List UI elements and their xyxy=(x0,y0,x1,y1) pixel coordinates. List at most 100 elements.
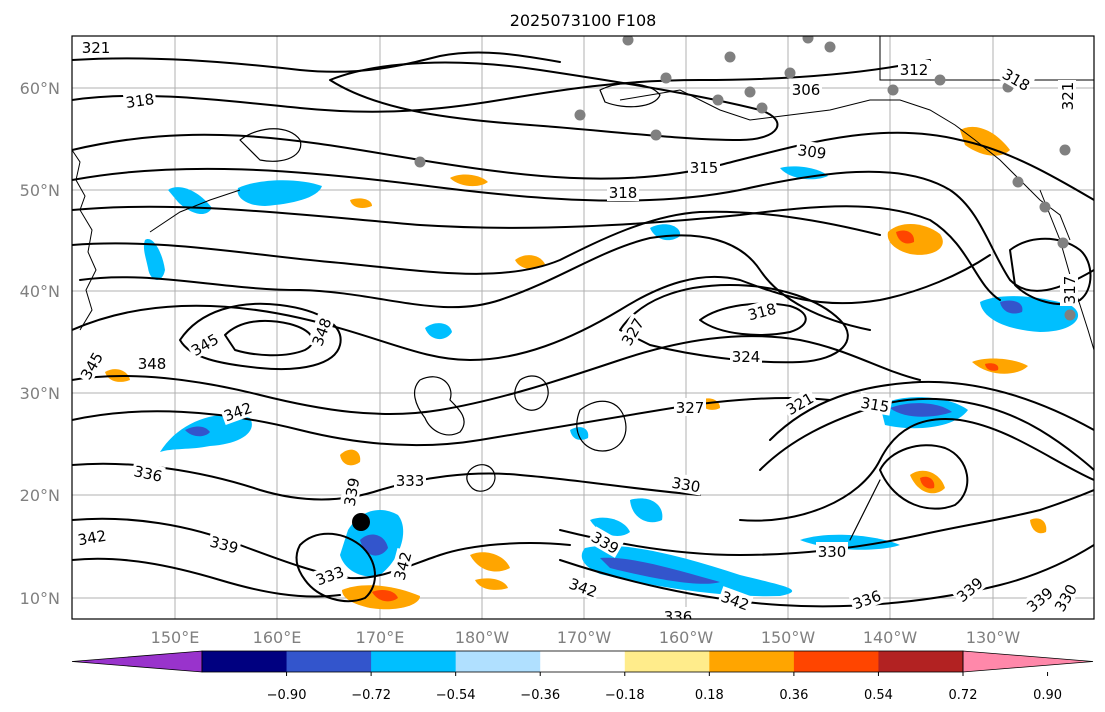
contour-label-text: 330 xyxy=(670,474,701,497)
contour-label-background xyxy=(795,139,830,163)
contour-line xyxy=(576,400,627,452)
shaded-patch xyxy=(630,498,663,523)
contour-label: 312 xyxy=(898,60,930,79)
lat-label: 20°N xyxy=(20,486,60,505)
station-dot xyxy=(622,36,634,46)
colorbar-tick-label: 0.90 xyxy=(1033,688,1062,703)
contour-label: 306 xyxy=(790,80,822,99)
contour-label-text: 309 xyxy=(797,141,828,163)
colorbar-segment xyxy=(878,651,964,672)
graticule xyxy=(72,36,1094,619)
contour-label-background xyxy=(674,398,706,416)
contour-line xyxy=(72,131,1094,201)
contour-line xyxy=(295,532,377,603)
contour-label-text: 317 xyxy=(1061,276,1079,305)
colorbar-tick-label: 0.36 xyxy=(779,688,808,703)
shaded-patch xyxy=(972,358,1028,374)
shaded-patch xyxy=(896,230,915,244)
station-dot xyxy=(724,51,736,63)
contour-label-text: 315 xyxy=(690,159,719,177)
shaded-patch xyxy=(570,427,589,440)
contour-label-text: 336 xyxy=(664,608,693,626)
station-dot xyxy=(934,74,946,86)
contour-label: 342 xyxy=(389,547,415,584)
lat-label: 30°N xyxy=(20,384,60,403)
colorbar-tick-label: −0.72 xyxy=(351,688,391,703)
station-dot xyxy=(802,36,814,44)
contour-line xyxy=(759,398,1094,471)
contour-label-background xyxy=(616,313,648,350)
contour-line xyxy=(599,83,661,108)
station-dot xyxy=(1039,201,1051,213)
contour-line xyxy=(514,375,549,411)
coastline xyxy=(149,189,241,233)
shaded-patch xyxy=(360,534,388,556)
contour-label-text: 318 xyxy=(609,184,638,202)
shaded-patch xyxy=(515,255,545,269)
lat-label: 10°N xyxy=(20,589,60,608)
colorbar-tick-label: 0.54 xyxy=(864,688,893,703)
contour-label: 324 xyxy=(730,347,762,366)
colorbar-extension-high xyxy=(962,650,1094,673)
lon-label: 160°E xyxy=(253,628,302,647)
contour-label: 315 xyxy=(688,158,720,177)
shaded-patch xyxy=(372,590,398,602)
station-dot xyxy=(1059,144,1071,156)
contour-line xyxy=(72,205,1001,301)
contour-label-background xyxy=(75,347,107,384)
colorbar-extension-low xyxy=(71,650,203,673)
contour-label-text: 333 xyxy=(396,472,425,490)
colorbar-tick-label: −0.36 xyxy=(520,688,560,703)
lon-label: 170°W xyxy=(557,628,612,647)
contour-label: 318 xyxy=(122,88,157,112)
contour-line xyxy=(72,397,831,447)
contour-label: 348 xyxy=(136,354,168,373)
contour-label-text: 324 xyxy=(732,348,761,366)
contour-label-background xyxy=(74,525,110,549)
colorbar-segment xyxy=(540,651,626,672)
longitude-labels: 150°E 160°E 170°E 180°W 170°W 160°W 150°W 140°W… xyxy=(151,628,1021,647)
coastline xyxy=(72,149,97,331)
contour-label: 315 xyxy=(857,392,893,416)
colorbar-tick-label: −0.90 xyxy=(267,688,307,703)
contour-label-text: 342 xyxy=(76,527,107,550)
contour-line xyxy=(72,557,341,598)
contour-label-background xyxy=(80,38,112,56)
contour-line xyxy=(179,302,342,371)
contour-label-background xyxy=(186,328,223,360)
contour-label-background xyxy=(816,542,848,560)
contour-line xyxy=(72,335,921,416)
contour-label-background xyxy=(389,547,415,584)
location-marker xyxy=(352,513,370,531)
contour-label-background xyxy=(394,471,426,489)
contour-line xyxy=(769,380,1094,441)
contour-label-background xyxy=(307,313,335,350)
shaded-patch xyxy=(425,323,452,340)
station-dots xyxy=(414,36,1076,321)
contour-label-text: 318 xyxy=(125,90,156,112)
colorbar: −0.90 −0.72 −0.54 −0.36 −0.18 0.18 0.36 0.54 0.7… xyxy=(71,650,1094,703)
contour-line xyxy=(72,59,931,113)
contour-line xyxy=(72,167,1094,292)
shaded-anomalies xyxy=(105,126,1079,610)
station-dot xyxy=(574,109,586,121)
station-dot xyxy=(660,72,672,84)
lon-label: 160°W xyxy=(659,628,714,647)
shaded-patch xyxy=(185,426,210,437)
contour-label-background xyxy=(130,460,166,486)
colorbar-tick-label: −0.18 xyxy=(605,688,645,703)
shaded-patch xyxy=(1030,518,1047,534)
station-dot xyxy=(712,94,724,106)
shaded-patch xyxy=(590,517,630,536)
contour-label-background xyxy=(1021,582,1058,617)
contour-label: 330 xyxy=(668,472,704,497)
lat-label: 50°N xyxy=(20,181,60,200)
colorbar-segment xyxy=(371,651,457,672)
contour-line xyxy=(239,128,302,162)
contour-label-background xyxy=(743,298,780,324)
contour-label-text: 330 xyxy=(818,543,847,561)
contour-line xyxy=(1009,237,1092,305)
contour-line xyxy=(559,489,1094,556)
